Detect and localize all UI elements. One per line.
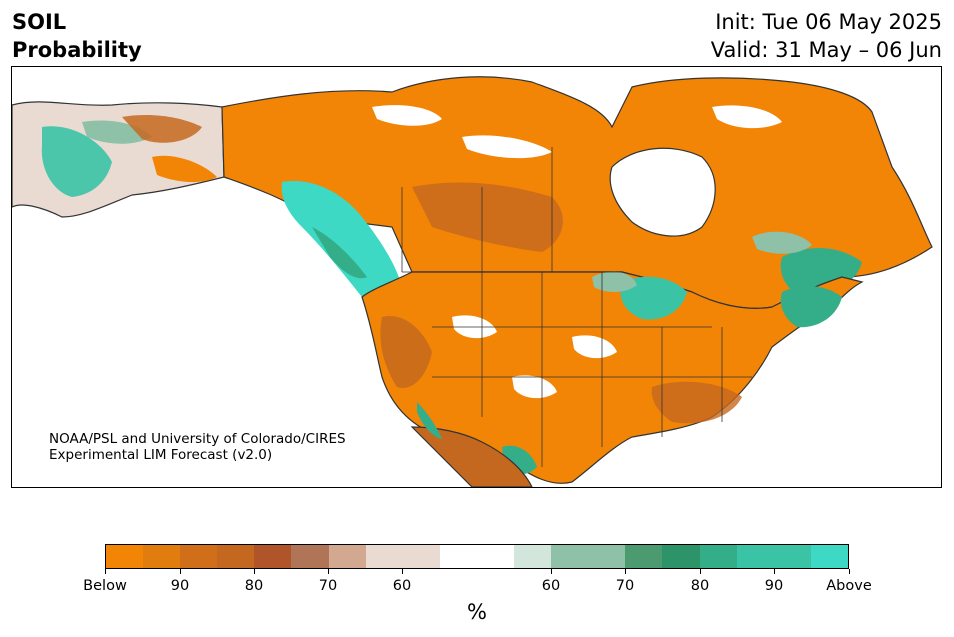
- colorbar-tick-mark: [774, 569, 775, 574]
- alaska-below: [122, 115, 202, 143]
- colorbar-segment: [217, 545, 255, 568]
- credit-line-2: Experimental LIM Forecast (v2.0): [49, 447, 273, 463]
- colorbar-segment: [736, 545, 811, 568]
- baja-above: [417, 402, 442, 439]
- colorbar-tick-mark: [849, 569, 850, 574]
- colorbar-tick-label: 60: [392, 578, 412, 594]
- colorbar-tick-label: 70: [318, 578, 338, 594]
- forecast-dates: Init: Tue 06 May 2025 Valid: 31 May – 06…: [711, 8, 942, 64]
- init-date: Init: Tue 06 May 2025: [715, 10, 942, 34]
- title-line-2: Probability: [12, 38, 142, 62]
- plains-white-1: [512, 375, 557, 399]
- colorbar-tick-mark: [105, 569, 106, 574]
- colorbar-segment: [365, 545, 440, 568]
- colorbar-segment: [625, 545, 663, 568]
- colorbar-segment: [143, 545, 181, 568]
- colorbar-segment: [514, 545, 552, 568]
- plains-white-2: [572, 335, 617, 359]
- great-lakes-above: [620, 276, 687, 320]
- political-boundaries: [401, 147, 752, 467]
- colorbar-segment: [551, 545, 626, 568]
- probability-map: [12, 76, 933, 487]
- mexico-region: [410, 426, 533, 487]
- colorbar-segment: [291, 545, 329, 568]
- colorbar-tick-mark: [402, 569, 403, 574]
- colorbar-tick-mark: [180, 569, 181, 574]
- alaska-below-east: [152, 155, 217, 183]
- colorbar-tick-label: 60: [541, 578, 561, 594]
- colorbar-tick-label: 90: [170, 578, 190, 594]
- colorbar-tick-mark: [328, 569, 329, 574]
- map-title: SOIL Probability: [12, 8, 142, 64]
- colorbar-segment: [180, 545, 218, 568]
- colorbar-tick-mark: [551, 569, 552, 574]
- title-line-1: SOIL: [12, 10, 67, 34]
- colorbar-tick-label: Below: [83, 578, 127, 594]
- northeast-above: [780, 285, 842, 328]
- hudson-bay: [609, 147, 716, 237]
- colorbar-tick-mark: [700, 569, 701, 574]
- colorbar-segment: [106, 545, 144, 568]
- arctic-white-3: [712, 105, 782, 129]
- colorbar-tick-mark: [625, 569, 626, 574]
- colorbar-tick-label: 70: [615, 578, 635, 594]
- colorbar-segment: [699, 545, 737, 568]
- colorbar-segment: [810, 545, 848, 568]
- colorbar-tick-mark: [254, 569, 255, 574]
- bc-above: [281, 181, 402, 303]
- arctic-white-1: [372, 105, 442, 126]
- colorbar-segment: [439, 545, 515, 568]
- colorbar-tick-label: 90: [764, 578, 784, 594]
- map-panel: [11, 66, 942, 488]
- colorbar-segment: [328, 545, 366, 568]
- west-below: [380, 316, 432, 388]
- colorbar: [105, 544, 849, 569]
- colorbar-tick-label: 80: [244, 578, 264, 594]
- data-credit: NOAA/PSL and University of Colorado/CIRE…: [49, 431, 346, 463]
- arctic-white-2: [462, 135, 552, 159]
- colorbar-tick-label: 80: [690, 578, 710, 594]
- valid-date: Valid: 31 May – 06 Jun: [710, 38, 942, 62]
- credit-line-1: NOAA/PSL and University of Colorado/CIRE…: [49, 431, 346, 447]
- bc-above-mid: [312, 227, 367, 279]
- alaska-above: [41, 126, 112, 197]
- prairies-below: [412, 182, 563, 252]
- quebec-above-light: [752, 231, 812, 254]
- colorbar-segment: [662, 545, 700, 568]
- southeast-below: [651, 381, 742, 424]
- colorbar-tick-label: Above: [826, 578, 872, 594]
- great-lakes-above-light: [592, 271, 637, 292]
- colorbar-units: %: [467, 600, 487, 624]
- colorbar-segment: [254, 545, 292, 568]
